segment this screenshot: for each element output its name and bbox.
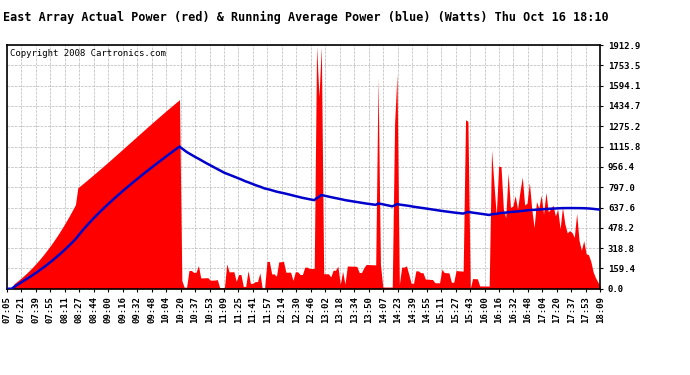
Text: East Array Actual Power (red) & Running Average Power (blue) (Watts) Thu Oct 16 : East Array Actual Power (red) & Running … bbox=[3, 11, 609, 24]
Text: Copyright 2008 Cartronics.com: Copyright 2008 Cartronics.com bbox=[10, 49, 166, 58]
